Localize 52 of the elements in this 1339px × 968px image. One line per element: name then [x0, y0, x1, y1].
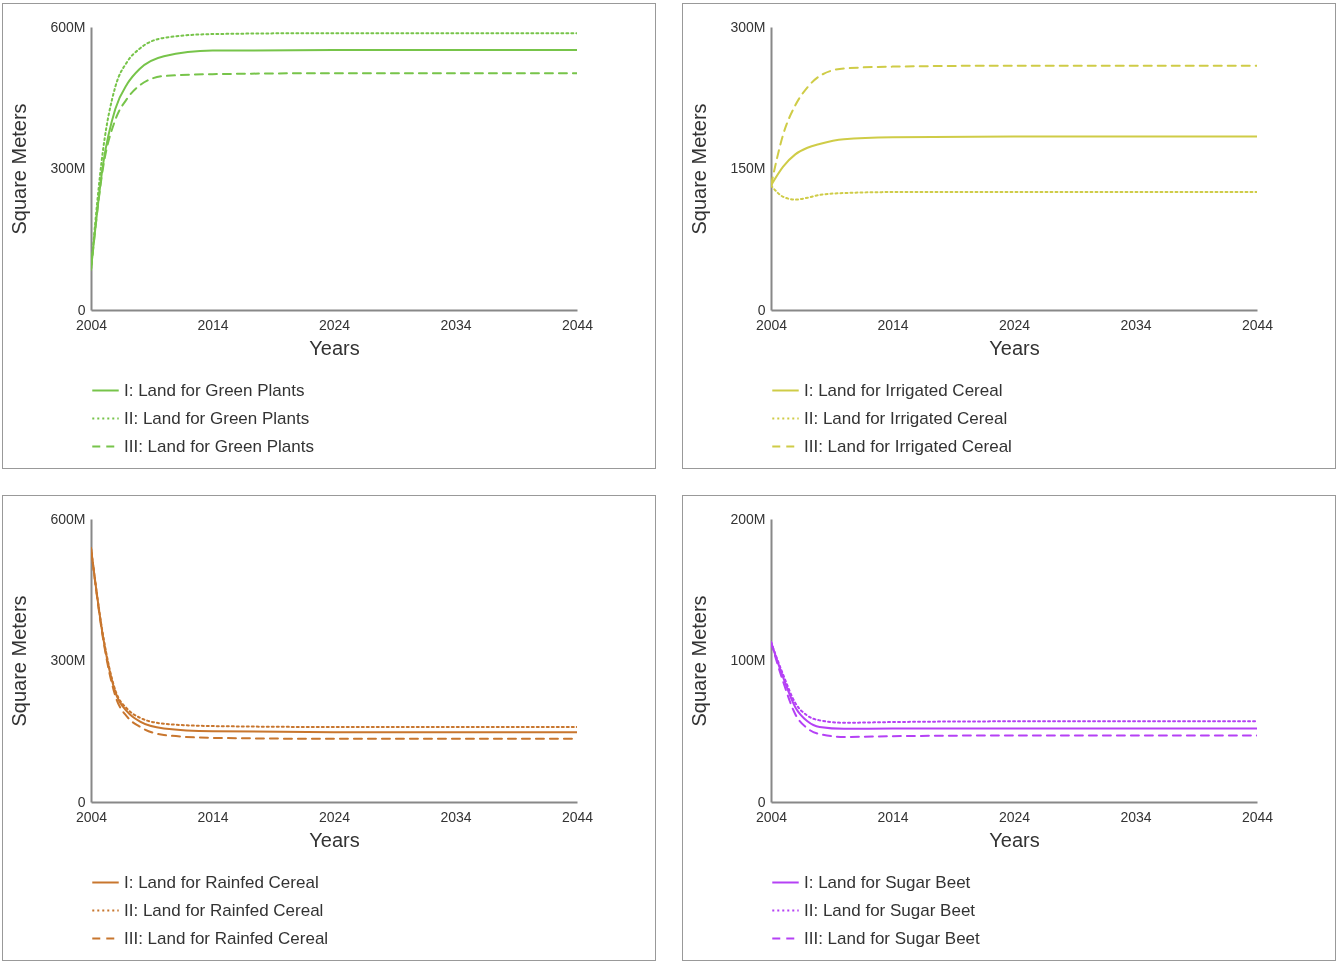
legend-label: III: Land for Sugar Beet: [804, 928, 981, 948]
x-tick-label: 2034: [440, 808, 472, 825]
legend-label: II: Land for Irrigated Cereal: [804, 408, 1008, 428]
y-tick-label: 0: [77, 793, 86, 810]
x-tick-label: 2014: [877, 316, 909, 333]
x-tick-label: 2024: [318, 316, 351, 333]
x-tick-label: 2034: [1120, 316, 1152, 333]
x-axis-title: Years: [989, 336, 1040, 359]
y-tick-label: 300M: [730, 18, 766, 35]
legend-label: III: Land for Irrigated Cereal: [804, 436, 1012, 456]
y-tick-label: 600M: [50, 510, 86, 527]
y-tick-label: 0: [77, 301, 86, 318]
x-tick-label: 2044: [1241, 808, 1274, 825]
y-axis-title: Square Meters: [8, 595, 31, 727]
y-tick-label: 0: [757, 301, 766, 318]
legend-label: II: Land for Sugar Beet: [804, 900, 976, 920]
x-tick-label: 2014: [197, 316, 229, 333]
x-axis-title: Years: [309, 828, 360, 851]
y-tick-label: 300M: [50, 160, 86, 176]
y-tick-label: 100M: [730, 652, 766, 668]
x-tick-label: 2044: [561, 316, 594, 333]
legend-label: I: Land for Sugar Beet: [804, 872, 971, 892]
x-tick-label: 2014: [197, 808, 229, 825]
x-axis-title: Years: [309, 336, 360, 359]
y-tick-label: 0: [757, 793, 766, 810]
x-tick-label: 2024: [998, 808, 1031, 825]
x-tick-label: 2024: [318, 808, 351, 825]
y-tick-label: 200M: [730, 510, 766, 527]
y-axis-title: Square Meters: [8, 103, 31, 235]
y-axis-title: Square Meters: [688, 103, 711, 235]
x-tick-label: 2004: [755, 316, 788, 333]
legend-label: II: Land for Green Plants: [124, 408, 310, 428]
y-axis-title: Square Meters: [688, 595, 711, 727]
legend-label: I: Land for Green Plants: [124, 380, 305, 400]
x-tick-label: 2044: [1241, 316, 1274, 333]
x-tick-label: 2024: [998, 316, 1031, 333]
x-tick-label: 2034: [1120, 808, 1152, 825]
legend-label: III: Land for Rainfed Cereal: [124, 928, 329, 948]
x-tick-label: 2004: [755, 808, 788, 825]
x-tick-label: 2004: [75, 316, 108, 333]
x-tick-label: 2034: [440, 316, 472, 333]
legend-label: III: Land for Green Plants: [124, 436, 314, 456]
y-tick-label: 300M: [50, 652, 86, 668]
y-tick-label: 150M: [730, 160, 766, 176]
x-tick-label: 2004: [75, 808, 108, 825]
legend-label: I: Land for Irrigated Cereal: [804, 380, 1003, 400]
legend-label: I: Land for Rainfed Cereal: [124, 872, 319, 892]
x-axis-title: Years: [989, 828, 1040, 851]
y-tick-label: 600M: [50, 18, 86, 35]
x-tick-label: 2044: [561, 808, 594, 825]
legend-label: II: Land for Rainfed Cereal: [124, 900, 324, 920]
x-tick-label: 2014: [877, 808, 909, 825]
